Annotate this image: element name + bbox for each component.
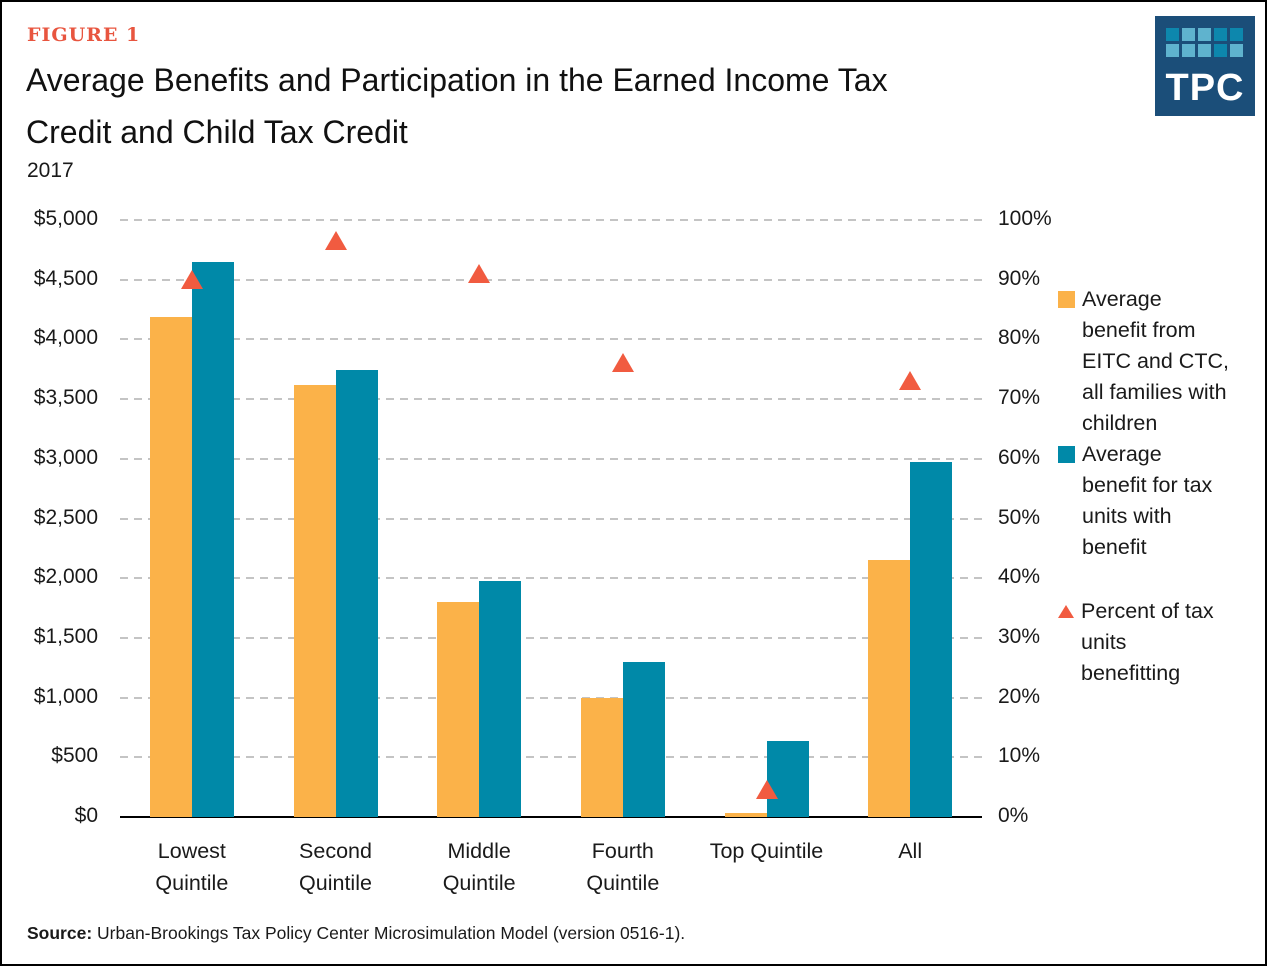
bar-avg-benefit-all-families	[149, 316, 192, 817]
bar-avg-benefit-units-with-benefit	[191, 262, 234, 817]
x-axis-category-label: Middle Quintile	[442, 839, 516, 895]
legend-item: Average benefit for tax units with benefit	[1058, 439, 1254, 563]
logo-square	[1166, 28, 1179, 41]
x-axis-category-label: Second Quintile	[299, 839, 372, 895]
legend-item-label: Average benefit for tax units with benefit	[1082, 442, 1213, 559]
gridline	[120, 517, 982, 520]
bar-avg-benefit-units-with-benefit	[766, 740, 809, 817]
bar-avg-benefit-units-with-benefit	[910, 462, 953, 817]
logo-square	[1182, 44, 1195, 57]
y-axis-tick-label-left: $1,500	[33, 624, 98, 648]
source-note: Source: Urban-Brookings Tax Policy Cente…	[27, 923, 685, 944]
gridline	[120, 577, 982, 580]
tpc-logo-squares	[1166, 28, 1243, 57]
logo-square	[1198, 44, 1211, 57]
gridline	[120, 756, 982, 759]
y-axis-tick-label-left: $1,000	[33, 684, 98, 708]
chart-title-line-1: Average Benefits and Participation in th…	[26, 62, 888, 98]
gridline	[120, 636, 982, 639]
y-axis-tick-label-right: 20%	[998, 684, 1041, 708]
legend-item-label: Percent of tax units benefitting	[1081, 599, 1214, 685]
chart-title-line-2: Credit and Child Tax Credit	[26, 114, 408, 150]
gridline	[120, 457, 982, 460]
y-axis-tick-label-right: 100%	[998, 207, 1052, 230]
y-axis-tick-label-right: 10%	[998, 744, 1041, 768]
plot-area: $5,000 100% $4,500 90% $4,000 80% $3,500 70% $3,…	[34, 207, 1052, 895]
source-label: Source:	[27, 923, 93, 943]
bar-avg-benefit-all-families	[868, 560, 911, 817]
y-axis-tick-label-left: $500	[51, 744, 98, 768]
legend-item: Average benefit from EITC and CTC, all fami…	[1058, 284, 1254, 439]
bar-avg-benefit-all-families	[293, 385, 336, 817]
y-axis-tick-label-right: 0%	[998, 804, 1029, 827]
legend-square-marker-icon	[1058, 446, 1075, 463]
y-axis-tick-label-right: 50%	[998, 505, 1041, 529]
chart-subtitle-year: 2017	[27, 159, 74, 182]
logo-square	[1214, 28, 1227, 41]
x-axis-line	[120, 816, 982, 818]
tpc-logo: TPC	[1155, 16, 1255, 116]
tpc-logo-text: TPC	[1165, 67, 1245, 109]
percent-benefitting-marker	[755, 779, 778, 799]
y-axis-tick-label-right: 80%	[998, 326, 1041, 350]
chart-legend: Average benefit from EITC and CTC, all fami…	[1058, 284, 1254, 689]
bar-avg-benefit-all-families	[437, 602, 480, 817]
x-axis-category-label: Lowest Quintile	[155, 839, 229, 895]
y-axis-tick-label-left: $0	[74, 804, 98, 827]
y-axis-tick-label-left: $4,000	[33, 326, 98, 350]
legend-item: Percent of tax units benefitting	[1058, 596, 1254, 689]
chart-title: Average Benefits and Participation in th…	[26, 54, 888, 158]
figure-number-label: FIGURE 1	[27, 24, 141, 46]
logo-square	[1230, 44, 1243, 57]
x-axis-category-label: Fourth Quintile	[586, 839, 660, 895]
legend-item-label: Average benefit from EITC and CTC, all fami…	[1082, 287, 1229, 435]
logo-square	[1166, 44, 1179, 57]
gridline	[120, 696, 982, 699]
legend-triangle-marker-icon	[1058, 605, 1074, 618]
gridline	[120, 338, 982, 341]
bar-avg-benefit-units-with-benefit	[335, 370, 378, 817]
y-axis-tick-label-left: $3,500	[33, 386, 98, 410]
y-axis-tick-label-right: 60%	[998, 445, 1041, 469]
y-axis-tick-label-left: $2,000	[33, 565, 98, 589]
y-axis-tick-label-right: 30%	[998, 624, 1041, 648]
y-axis-tick-label-right: 70%	[998, 386, 1041, 410]
percent-benefitting-marker	[899, 371, 922, 391]
logo-square	[1214, 44, 1227, 57]
x-axis-category-label: Top Quintile	[709, 839, 824, 863]
bar-avg-benefit-units-with-benefit	[622, 661, 665, 817]
logo-square	[1230, 28, 1243, 41]
bar-avg-benefit-all-families	[580, 697, 623, 817]
y-axis-tick-label-left: $2,500	[33, 505, 98, 529]
y-axis-tick-label-left: $4,500	[33, 266, 98, 290]
percent-benefitting-marker	[324, 230, 347, 250]
gridline	[120, 278, 982, 281]
y-axis-tick-label-right: 90%	[998, 266, 1041, 290]
gridline	[120, 219, 982, 221]
bar-avg-benefit-all-families	[724, 813, 767, 817]
percent-benefitting-marker	[611, 353, 634, 373]
legend-square-marker-icon	[1058, 291, 1075, 308]
y-axis-tick-label-left: $3,000	[33, 445, 98, 469]
percent-benefitting-marker	[468, 263, 491, 283]
y-axis-tick-label-right: 40%	[998, 565, 1041, 589]
source-text: Urban-Brookings Tax Policy Center Micros…	[92, 923, 686, 943]
x-axis-category-label: All	[898, 839, 923, 863]
bar-avg-benefit-units-with-benefit	[479, 581, 522, 817]
logo-square	[1198, 28, 1211, 41]
y-axis-tick-label-left: $5,000	[33, 207, 98, 230]
percent-benefitting-marker	[180, 269, 203, 289]
logo-square	[1182, 28, 1195, 41]
gridline	[120, 398, 982, 401]
